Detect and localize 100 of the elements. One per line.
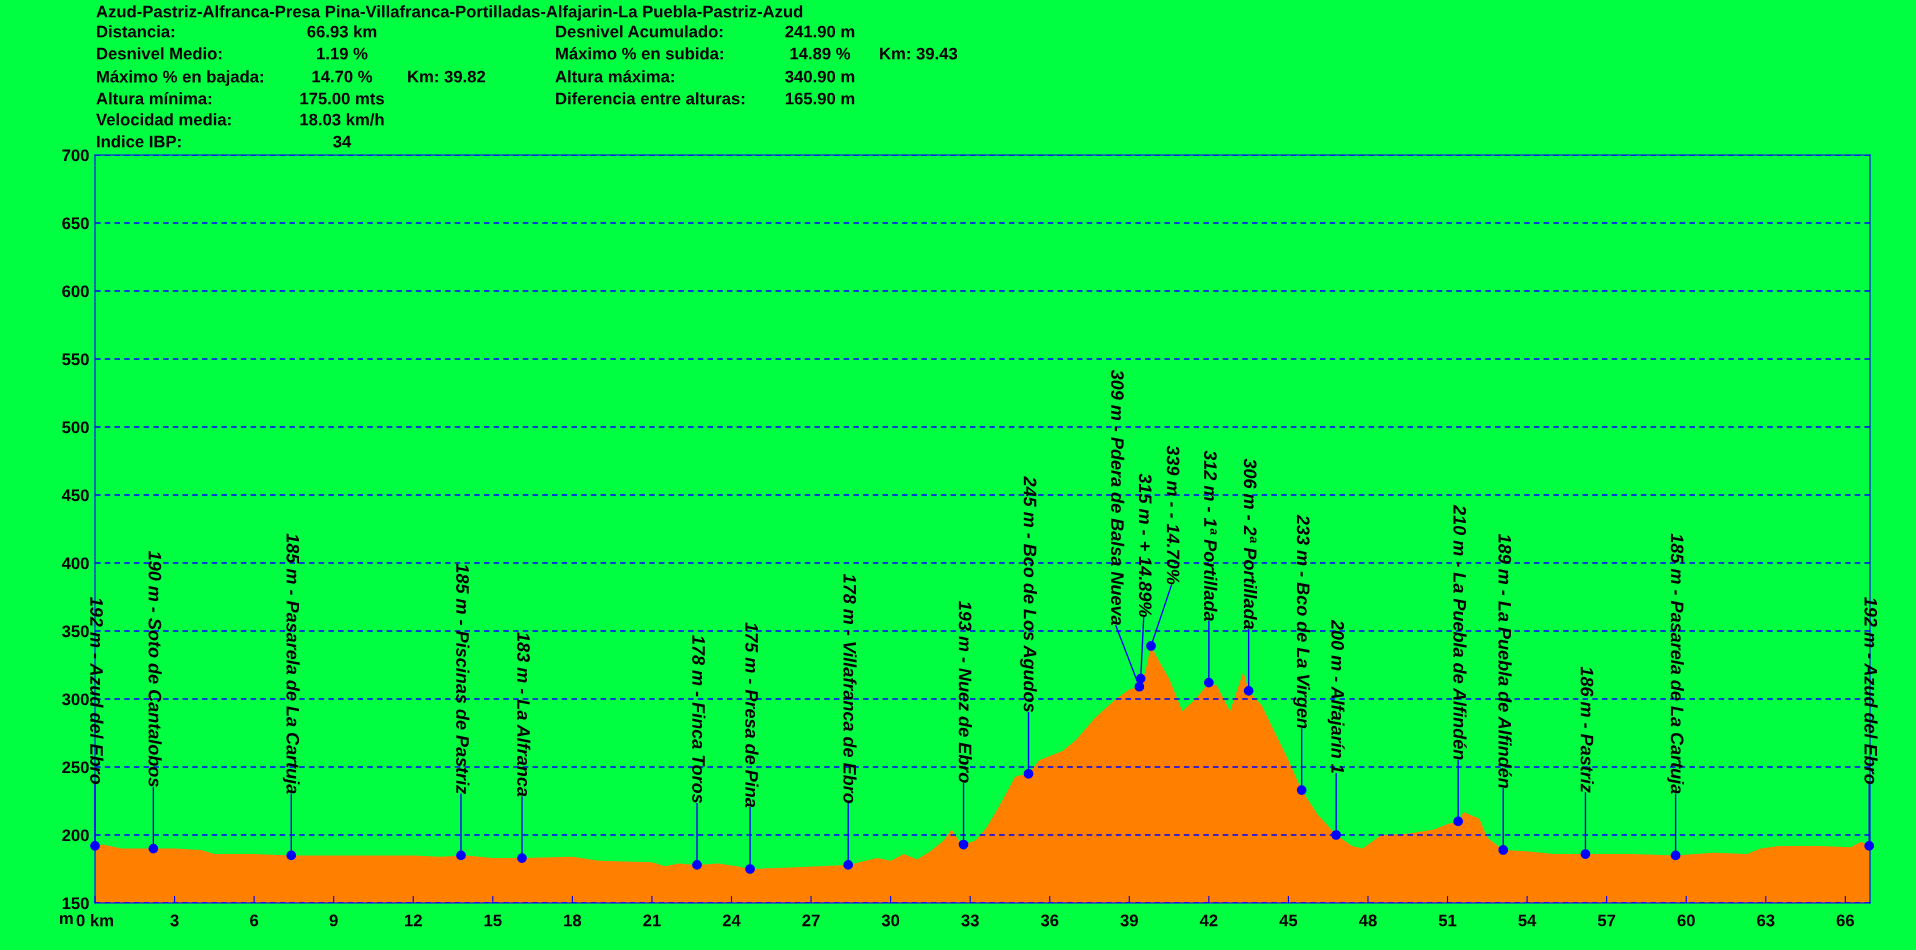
y-tick-label: 250 [62,761,89,774]
y-tick-label: 600 [62,285,89,298]
point [517,853,527,863]
y-tick-label: 700 [62,149,89,162]
text: Máximo % en subida: [556,47,723,60]
point [1864,841,1875,851]
annotation: 185 m - Pasarela de La Cartuja [282,533,300,794]
y-tick-label: 500 [62,421,89,434]
x-tick-label: 48 [1358,914,1377,927]
annotation: 185 m - Piscinas de Pastriz [456,563,470,795]
annotation: 185 m - Pasarela de La Cartuja [1667,533,1685,794]
x-tick-label: 6 [250,914,259,927]
x-tick-label: 30 [881,914,900,927]
point [456,850,466,861]
x-tick-label: 15 [484,914,502,927]
x-tick-label: 63 [1757,914,1775,927]
point [1203,677,1214,688]
annotation: 309 m - Pdera de Balsa Nueva [1111,369,1125,626]
point [90,841,100,851]
annotation: 175 m - Presa de Pina [745,622,759,808]
x-tick-label: 66 [1836,914,1854,927]
annotation: 192 m - Azud del Ebro [90,597,104,785]
x-tick-label: 0 km [76,914,113,927]
point [1580,849,1591,859]
annotation: 178 m - Villafranca de Ebro [843,573,857,804]
x-tick-label: 12 [405,914,422,927]
x-tick-label: 27 [802,914,820,927]
y-tick-label: 350 [62,625,89,638]
text: 340.90 m [785,70,855,83]
text: Máximo % en bajada: [97,70,263,86]
x-tick-label: 45 [1279,914,1298,927]
x-tick-label: 54 [1518,914,1537,927]
y-tick-label: 400 [61,557,89,570]
text: Desnivel Medio: [97,47,222,60]
x-tick-label: 42 [1199,914,1218,927]
text: Altura máxima: [555,70,674,83]
x-tick-label: 3 [170,914,179,927]
annotation: 186 m - Pastriz [1580,666,1594,793]
text: 34 [333,135,352,148]
point [1453,816,1464,827]
y-tick-label: 650 [62,217,89,230]
annotation: 189 m - La Puebla de Alfindén [1498,533,1512,789]
y-tick-label: 200 [62,829,89,842]
text: Distancia: [97,25,175,38]
text: Indice IBP: [97,135,181,148]
point [1670,850,1681,861]
point [1146,641,1156,651]
x-tick-label: 24 [722,914,741,927]
annotation: 306 m - 2ª Portillada [1243,458,1258,630]
annotation: 178 m - Finca Toros [692,635,706,804]
annotation: 210 m - La Puebla de Alfindén [1453,504,1467,760]
point [958,839,969,850]
point [1135,673,1146,684]
annotation: 233 m - Bco de La Virgen [1293,514,1311,729]
x-tick-label: 57 [1597,914,1616,927]
y-tick-label: 150 [62,897,89,910]
point [1243,685,1254,696]
x-tick-label: 18 [564,914,582,927]
text: Km: 39.43 [880,47,958,60]
text: 14.89 % [790,47,851,60]
chart-title: Azud-Pastriz-Alfranca-Presa Pina-Villafranca-Portilladas-Alfajarin-La Puebla-Pastriz-Azud [96,5,803,21]
point [1134,681,1145,692]
text: Velocidad media: [96,113,231,126]
x-tick-label: 21 [643,914,661,927]
point [1331,830,1342,840]
text: Km: 39.82 [408,70,486,83]
point [1023,768,1034,779]
x-tick-label: 39 [1120,914,1138,927]
text: 175.00 mts [300,92,384,105]
annotation: 312 m - 1ª Portillada [1204,450,1218,621]
x-tick-label: 36 [1040,914,1059,927]
annotation: 183 m - La Alfranca [517,632,531,797]
point [1498,845,1509,855]
text: 165.90 m [785,92,855,105]
annotation: 339 m - - 14.70% [1166,445,1180,585]
annotation: 190 m - Soto de Cantalobos [148,550,162,787]
text: Altura mínima: [96,92,212,105]
y-tick-label: 550 [62,353,89,366]
point [1296,785,1307,795]
x-tick-label: 33 [961,914,979,927]
x-tick-label: 60 [1677,914,1695,927]
text: 241.90 m [785,25,855,38]
annotation: 200 m - Alfajarín 1 [1327,619,1345,773]
text: 1.19 % [317,47,368,60]
x-tick-label: 9 [329,914,338,927]
annotation: 245 m - Bco de Los Agudos [1020,476,1037,712]
text: Diferencia entre alturas: [556,92,745,105]
text: 66.93 km [307,25,377,38]
point [745,864,755,874]
text: Desnivel Acumulado: [556,25,723,38]
point [148,843,159,854]
y-tick-label: 300 [62,693,89,706]
y-tick-label: 450 [61,489,89,502]
x-tick-label: 51 [1438,914,1457,927]
text: 14.70 % [312,70,373,83]
text: 18.03 km/h [300,113,384,126]
point [286,850,297,861]
point [692,860,702,870]
point [843,860,854,870]
annotation: 192 m - Azud del Ebro [1864,597,1878,785]
